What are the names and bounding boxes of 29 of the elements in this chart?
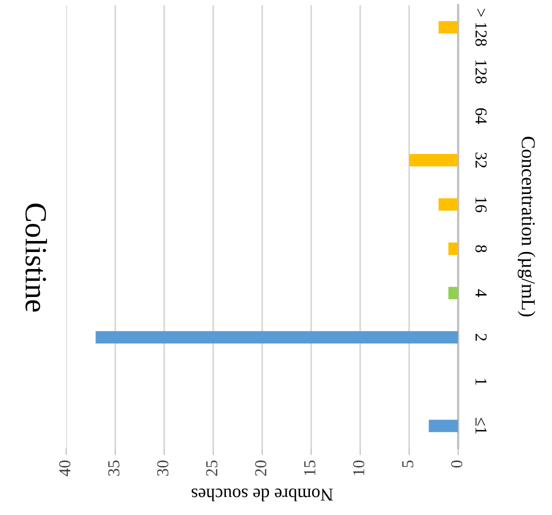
bar [438, 198, 458, 211]
bar [448, 286, 458, 300]
x-tick-label: 20 [255, 460, 266, 476]
y-tick-label: 8 [475, 245, 487, 252]
x-tick-label: 0 [451, 460, 462, 468]
y-tick-label: > 128 [475, 8, 487, 46]
x-tick-label: 15 [304, 460, 316, 476]
bar [448, 242, 458, 255]
y-tick-label: 128 [475, 60, 487, 84]
text: Colistine [25, 204, 47, 312]
bar [438, 21, 458, 34]
y-tick-label: ≤1 [476, 418, 487, 434]
y-tick-label: 4 [476, 289, 487, 297]
y-tick-label: 2 [476, 334, 487, 341]
x-tick-label: 30 [157, 460, 168, 476]
x-tick-label: 5 [402, 460, 414, 468]
y-tick-label: 16 [475, 198, 487, 212]
x-tick-label: 25 [206, 460, 218, 476]
bar [96, 331, 458, 344]
y-tick-label: 64 [475, 108, 487, 124]
x-tick-label: 10 [353, 460, 364, 476]
y-tick-label: 32 [475, 152, 487, 168]
x-tick-label: 40 [59, 460, 70, 476]
bar [409, 154, 458, 166]
y-tick-label: 1 [476, 378, 487, 385]
y-axis-title: Concentration (µg/mL) [518, 136, 536, 316]
x-tick-label: 35 [108, 460, 120, 476]
bar [428, 420, 458, 432]
x-axis-title: Nombre de souches [192, 488, 333, 502]
